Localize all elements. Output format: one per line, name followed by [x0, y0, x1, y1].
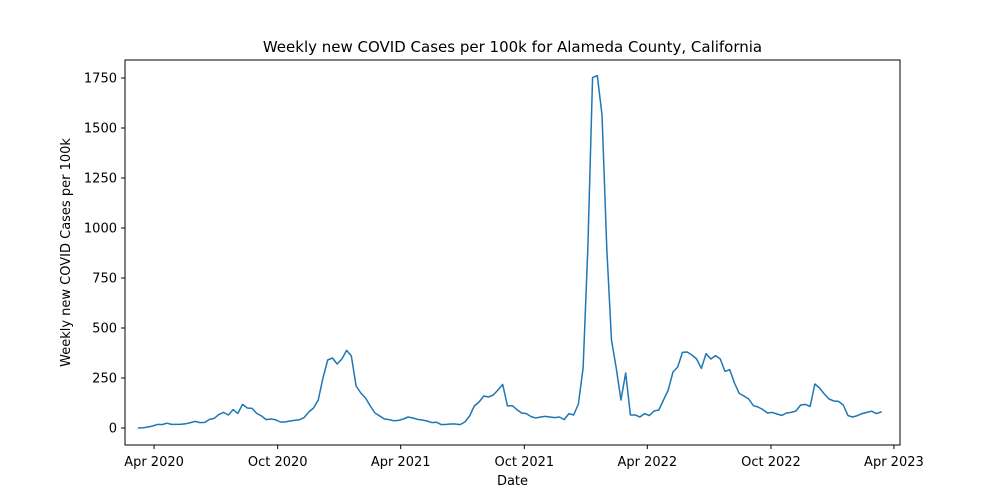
- x-tick-label: Apr 2022: [617, 455, 677, 470]
- y-tick-label: 250: [92, 372, 117, 387]
- x-tick-label: Apr 2020: [124, 455, 184, 470]
- x-tick-label: Apr 2021: [371, 455, 431, 470]
- x-tick-label: Oct 2020: [248, 455, 308, 470]
- y-axis: 0 250 500 750 1000 1250 1500 1750: [84, 72, 125, 437]
- x-tick-label: Apr 2023: [864, 455, 924, 470]
- y-tick-label: 1500: [84, 122, 117, 137]
- y-tick-label: 1250: [84, 172, 117, 187]
- y-axis-label: Weekly new COVID Cases per 100k: [59, 138, 74, 367]
- y-tick-label: 1000: [84, 222, 117, 237]
- series-line-0: [137, 74, 882, 429]
- y-tick-label: 1750: [84, 72, 117, 87]
- plot-frame: [124, 59, 901, 446]
- x-axis-label: Date: [497, 474, 528, 489]
- y-tick-label: 750: [92, 272, 117, 287]
- x-tick-label: Oct 2022: [741, 455, 801, 470]
- y-tick-label: 500: [92, 322, 117, 337]
- x-axis: Apr 2020 Oct 2020 Apr 2021 Oct 2021 Apr 2022…: [124, 445, 924, 470]
- plot-area: [137, 74, 882, 429]
- chart-title: Weekly new COVID Cases per 100k for Alam…: [263, 38, 762, 56]
- y-tick-label: 0: [109, 422, 117, 437]
- x-tick-label: Oct 2021: [494, 455, 554, 470]
